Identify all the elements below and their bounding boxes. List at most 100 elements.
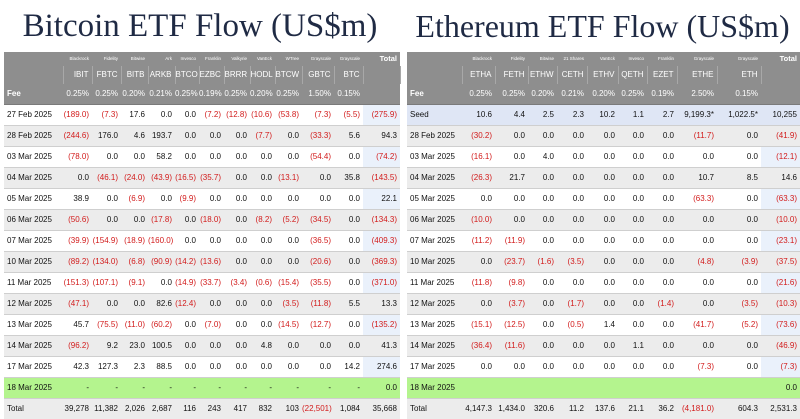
ticker-label: ETHW xyxy=(528,66,558,84)
flow-value: (3.5) xyxy=(557,251,587,273)
row-date: 06 Mar 2025 xyxy=(407,209,462,231)
flow-value: 0.0 xyxy=(175,230,199,252)
row-total: (37.5) xyxy=(761,251,800,273)
flow-value: (16.1) xyxy=(462,146,495,168)
flow-row: 18 Mar 2025 0.0 xyxy=(407,377,800,399)
flow-value: (90.9) xyxy=(148,251,175,273)
flow-value: 0.0 xyxy=(148,188,175,210)
ticker-label: EZBC xyxy=(199,66,225,84)
flow-value: (11.9) xyxy=(495,230,528,252)
flow-value: 0.0 xyxy=(199,230,224,252)
row-date: 18 Mar 2025 xyxy=(407,377,462,399)
flow-value: 2,687 xyxy=(148,398,175,419)
flow-value: 2.3 xyxy=(121,356,148,378)
flow-value: (53.8) xyxy=(275,104,302,126)
flow-value: 0.0 xyxy=(92,188,121,210)
flow-value: (7.2) xyxy=(199,104,224,126)
flow-value: 832 xyxy=(250,398,275,419)
flow-value: 193.7 xyxy=(148,125,175,147)
flow-value: (11.6) xyxy=(495,335,528,357)
flow-value: 0.0 xyxy=(495,356,528,378)
flow-value: 0.0 xyxy=(148,272,175,294)
flow-value: (160.0) xyxy=(148,230,175,252)
flow-value: 0.0 xyxy=(92,293,121,315)
flow-value: (15.1) xyxy=(462,314,495,336)
fee-label: Fee xyxy=(4,84,63,105)
row-date: 05 Mar 2025 xyxy=(4,188,63,210)
flow-value: (16.5) xyxy=(175,167,199,189)
flow-value: - xyxy=(63,377,92,399)
flow-row: 28 Feb 2025 (244.6) 176.0 4.6 193.7 0.0 0.0 0.0… xyxy=(4,125,400,147)
flow-value: (10.6) xyxy=(250,104,275,126)
flow-value: 0.0 xyxy=(148,104,175,126)
flow-value: 0.0 xyxy=(618,272,647,294)
flow-value: (7.3) xyxy=(92,104,121,126)
row-date: 04 Mar 2025 xyxy=(407,167,462,189)
ticker-label: FETH xyxy=(495,66,529,84)
row-date: 28 Feb 2025 xyxy=(4,125,63,147)
flow-value: 0.0 xyxy=(250,356,275,378)
flow-value: (6.9) xyxy=(121,188,148,210)
fee-value: 0.25% xyxy=(275,84,302,105)
flow-value: (23.7) xyxy=(495,251,528,273)
issuer-label xyxy=(407,52,462,66)
row-total: 13.3 xyxy=(363,293,400,315)
flow-value: (14.5) xyxy=(275,314,302,336)
flow-value: 0.0 xyxy=(334,251,363,273)
row-total: (275.9) xyxy=(363,104,400,126)
flow-value: 0.0 xyxy=(175,146,199,168)
flow-value: 0.0 xyxy=(587,167,618,189)
flow-value: - xyxy=(334,377,363,399)
row-date: 13 Mar 2025 xyxy=(4,314,63,336)
flow-value: 0.0 xyxy=(647,314,677,336)
row-date: 17 Mar 2025 xyxy=(407,356,462,378)
fee-value: 0.25% xyxy=(618,84,647,105)
flow-value: 4.4 xyxy=(495,104,528,126)
flow-row: 05 Mar 2025 38.9 0.0 (6.9) 0.0 (9.9) 0.0 0.0 0.0… xyxy=(4,188,400,210)
flow-value: 0.0 xyxy=(199,293,224,315)
flow-value: 0.0 xyxy=(557,125,587,147)
flow-value: (26.3) xyxy=(462,167,495,189)
flow-value: 0.0 xyxy=(618,167,647,189)
fee-value: 0.20% xyxy=(528,84,557,105)
ticker-label: FBTC xyxy=(92,66,122,84)
ticker-label: CETH xyxy=(557,66,588,84)
flow-value: 0.0 xyxy=(495,209,528,231)
flow-value: 0.0 xyxy=(557,272,587,294)
flow-row: 03 Mar 2025 (78.0) 0.0 0.0 58.2 0.0 0.0 0.0 0.0 0… xyxy=(4,146,400,168)
flow-value: 0.0 xyxy=(557,356,587,378)
flow-value: 103 xyxy=(275,398,302,419)
flow-value: 0.0 xyxy=(618,146,647,168)
flow-value: 0.0 xyxy=(618,356,647,378)
fee-value: 0.20% xyxy=(121,84,148,105)
total-row: Total 4,147.3 1,434.0 320.6 11.2 137.6 21.1 36.… xyxy=(407,398,800,419)
flow-value: 0.0 xyxy=(618,230,647,252)
flow-value: 11,382 xyxy=(92,398,121,419)
flow-row: 11 Mar 2025 (151.3) (107.1) (9.1) 0.0 (14.9)(… xyxy=(4,272,400,294)
flow-row: 27 Feb 2025 (189.0) (7.3) 17.6 0.0 0.0 (7.2) (1… xyxy=(4,104,400,126)
row-total: (21.6) xyxy=(761,272,800,294)
flow-value: (14.2) xyxy=(175,251,199,273)
flow-value: (63.3) xyxy=(677,188,717,210)
issuer-label: Franklin xyxy=(199,52,224,66)
flow-value xyxy=(618,377,647,399)
flow-value: (35.5) xyxy=(302,272,334,294)
flow-value: 0.0 xyxy=(275,125,302,147)
flow-value: 0.0 xyxy=(495,188,528,210)
flow-value: (13.1) xyxy=(275,167,302,189)
flow-value: 0.0 xyxy=(587,230,618,252)
flow-value: 0.0 xyxy=(587,272,618,294)
flow-value: (33.3) xyxy=(302,125,334,147)
flow-value: 0.0 xyxy=(677,335,717,357)
row-total: 22.1 xyxy=(363,188,400,210)
flow-value: 2.7 xyxy=(647,104,677,126)
ticker-label: BTCO xyxy=(175,66,200,84)
flow-value: 0.0 xyxy=(175,104,199,126)
issuer-label: Bitwise xyxy=(121,52,148,66)
flow-value: 417 xyxy=(224,398,250,419)
flow-value: - xyxy=(175,377,199,399)
flow-value: 0.0 xyxy=(63,167,92,189)
flow-value: 1,084 xyxy=(334,398,363,419)
flow-value: (39.9) xyxy=(63,230,92,252)
flow-value: 9.2 xyxy=(92,335,121,357)
